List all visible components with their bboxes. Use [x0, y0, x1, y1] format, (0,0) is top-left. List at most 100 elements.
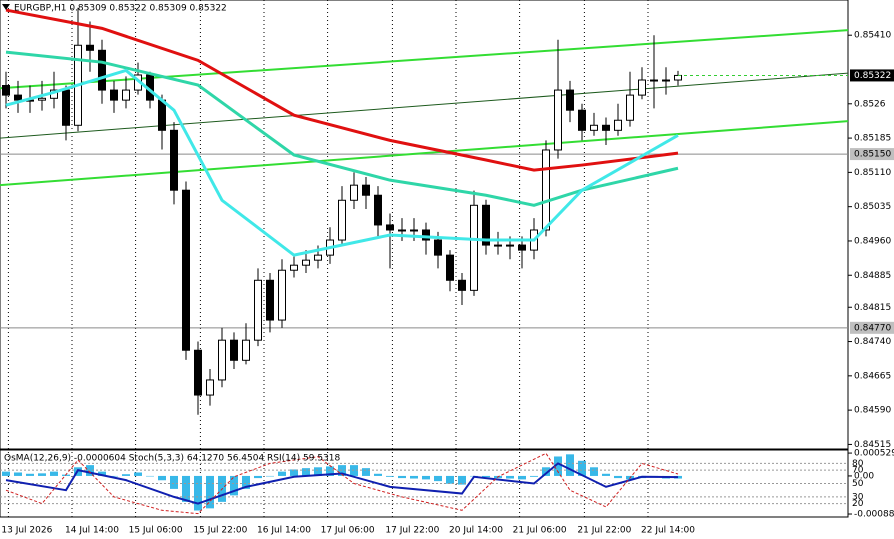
- osma-bar: [386, 475, 394, 477]
- osma-bar: [362, 468, 370, 476]
- osma-bar: [278, 471, 286, 476]
- osma-bar: [254, 475, 262, 479]
- candle-body: [182, 189, 190, 351]
- osma-bar: [122, 474, 130, 476]
- price-label: 0.85150: [854, 150, 891, 160]
- candle-body: [494, 244, 502, 247]
- candle-body: [38, 97, 46, 101]
- menu-arrow[interactable]: [2, 4, 10, 10]
- candle-body: [410, 229, 418, 232]
- candle-body: [374, 194, 382, 226]
- osma-bar: [38, 473, 46, 476]
- osma-tick-label: 0.000529: [854, 449, 894, 459]
- price-label: 0.84770: [854, 323, 891, 333]
- oscillator-tick-label: 80: [852, 459, 864, 469]
- oscillator-tick-label: 30: [852, 492, 864, 502]
- moving-average: [5, 68, 679, 257]
- osma-bar: [566, 454, 574, 476]
- x-tick-label: 20 Jul 14:00: [449, 526, 503, 536]
- osma-bar: [194, 475, 202, 511]
- candle-body: [230, 339, 238, 361]
- candle-body: [458, 279, 466, 291]
- osma-bar: [266, 475, 274, 477]
- candle-body: [578, 109, 586, 131]
- osma-bar: [146, 475, 154, 477]
- y-tick-label: 0.84815: [854, 303, 891, 313]
- candle-body: [314, 254, 322, 261]
- osma-bar: [14, 472, 22, 476]
- candle-body: [614, 119, 622, 131]
- osma-bar: [434, 475, 442, 482]
- candle-body: [158, 99, 166, 131]
- candle-body: [398, 229, 406, 232]
- osma-bar: [542, 467, 550, 476]
- candle-body: [650, 79, 658, 82]
- x-tick-label: 22 Jul 14:00: [641, 526, 695, 536]
- osma-tick-label: 0.00: [854, 471, 874, 481]
- moving-average: [5, 50, 679, 207]
- candle-body: [98, 49, 106, 91]
- osma-bar: [98, 471, 106, 476]
- osma-bar: [230, 475, 238, 496]
- x-tick-label: 15 Jul 06:00: [129, 526, 183, 536]
- candle-body: [518, 244, 526, 251]
- candle-body: [542, 149, 550, 231]
- candle-body: [206, 379, 214, 396]
- candle-body: [278, 269, 286, 321]
- y-tick-label: 0.85035: [854, 202, 891, 212]
- osma-bar: [158, 475, 166, 481]
- candle-body: [554, 89, 562, 151]
- osma-tick-label: -0.000881: [854, 510, 894, 520]
- x-tick-label: 17 Jul 06:00: [321, 526, 375, 536]
- candle-body: [290, 264, 298, 271]
- x-tick-label: 13 Jul 2026: [1, 526, 52, 536]
- oscillator-line: [5, 452, 679, 515]
- candle-body: [14, 94, 22, 101]
- osma-bar: [302, 468, 310, 476]
- x-tick-label: 21 Jul 22:00: [577, 526, 631, 536]
- candle-body: [674, 74, 682, 81]
- y-tick-label: 0.84665: [854, 371, 891, 381]
- x-tick-label: 14 Jul 14:00: [65, 526, 119, 536]
- osma-bar: [410, 475, 418, 479]
- candle-body: [362, 184, 370, 196]
- candle-body: [110, 89, 118, 101]
- candle-body: [446, 254, 454, 281]
- osma-bar: [458, 475, 466, 485]
- symbol-title: EURGBP,H1 0.85309 0.85322 0.85309 0.8532…: [14, 4, 227, 14]
- candle-body: [266, 279, 274, 321]
- osma-bar: [506, 475, 514, 479]
- candle-body: [350, 184, 358, 201]
- y-tick-label: 0.85410: [854, 31, 891, 41]
- osma-bar: [170, 475, 178, 489]
- osma-bar: [50, 471, 58, 476]
- osma-bar: [26, 473, 34, 476]
- price-label-box: [850, 148, 894, 161]
- candle-body: [242, 339, 250, 361]
- x-tick-label: 21 Jul 06:00: [513, 526, 567, 536]
- osma-bar: [242, 475, 250, 489]
- osma-bar: [422, 475, 430, 480]
- osma-bar: [482, 475, 490, 478]
- osma-bar: [206, 475, 214, 509]
- candle-body: [86, 44, 94, 51]
- y-tick-label: 0.84885: [854, 271, 891, 281]
- y-tick-label: 0.85185: [854, 134, 891, 144]
- y-tick-label: 0.84515: [854, 440, 891, 450]
- y-tick-label: 0.84960: [854, 236, 891, 246]
- candle-body: [2, 85, 10, 96]
- candle-body: [194, 349, 202, 396]
- y-tick-label: 0.84740: [854, 337, 891, 347]
- trend-line: [0, 120, 849, 187]
- moving-average: [5, 8, 679, 172]
- price-label-box: [850, 321, 894, 334]
- y-tick-label: 0.84590: [854, 406, 891, 416]
- oscillator-tick-label: 20: [852, 499, 864, 509]
- candle-body: [338, 199, 346, 241]
- candle-body: [434, 239, 442, 256]
- osma-bar: [590, 467, 598, 476]
- candle-body: [638, 79, 646, 96]
- candle-body: [386, 224, 394, 231]
- osma-bar: [530, 475, 538, 477]
- candle-body: [122, 89, 130, 101]
